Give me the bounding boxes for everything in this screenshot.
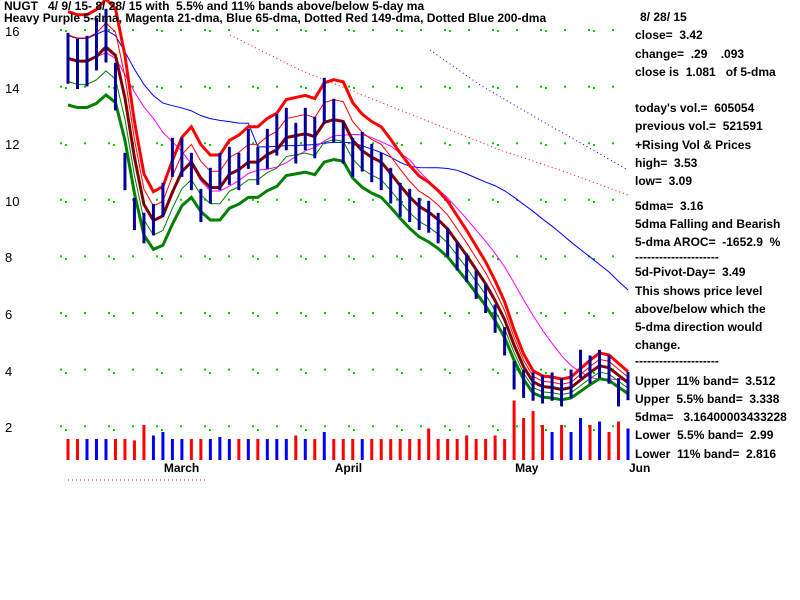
dma65-line [67,29,629,291]
dma200-line [429,49,629,171]
x-tick-label: March [163,461,200,475]
y-tick-label: 2 [5,420,13,436]
lower-11-band [67,92,629,402]
side-5dma-full: 5dma= 3.16400003433228 [635,410,787,424]
chart-subtitle: Heavy Purple 5-dma, Magenta 21-dma, Blue… [4,11,547,25]
side-prev-vol: previous vol.= 521591 [635,119,763,133]
side-pivot-note: change. [635,338,681,352]
lower-5.5-band [67,70,629,396]
x-tick-label: May [515,461,539,475]
side-upper11: Upper 11% band= 3.512 [635,374,776,388]
side-pivot-note: 5-dma direction would [635,320,763,334]
side-pivot-note: above/below which the [635,302,766,316]
side-close: close= 3.42 [635,28,703,42]
x-tick-label: April [334,461,363,475]
side-change: change= .29 .093 [635,47,745,61]
dma5-line [67,44,629,391]
side-date: 8/ 28/ 15 [640,10,687,24]
y-tick-label: 6 [5,307,13,322]
y-tick-label: 12 [5,137,20,153]
side-low: low= 3.09 [635,174,693,188]
side-high: high= 3.53 [635,156,698,170]
y-tick-label: 16 [5,24,20,39]
y-tick-label: 4 [5,363,13,379]
side-todays-vol: today's vol.= 605054 [635,101,755,115]
side-upper55: Upper 5.5% band= 3.338 [635,392,780,406]
side-pivot-note: This shows price level [635,284,763,298]
chart-title: NUGT 4/ 9/ 15- 8/ 28/ 15 with 5.5% and 1… [4,0,425,13]
separator: --------------------- [635,354,719,368]
y-tick-label: 14 [5,80,20,96]
side-close-ratio: close is 1.081 of 5-dma [635,65,776,79]
y-tick-label: 8 [5,250,13,266]
side-lower11: Lower 11% band= 2.816 [635,447,777,461]
upper-5.5-band [67,22,629,385]
side-5dma: 5dma= 3.16 [635,199,704,213]
upper-11-band [67,0,629,381]
dma21-line [67,52,629,381]
dma149-line [229,34,629,196]
side-aroc: 5-dma AROC= -1652.9 % [635,235,781,249]
separator: --------------------- [635,250,719,264]
side-lower55: Lower 5.5% band= 2.99 [635,428,774,442]
y-tick-label: 10 [5,193,20,209]
side-pivot: 5d-Pivot-Day= 3.49 [635,265,746,279]
x-tick-label: Jun [628,461,651,475]
side-rising: +Rising Vol & Prices [635,138,752,152]
side-trend: 5dma Falling and Bearish [635,217,781,231]
